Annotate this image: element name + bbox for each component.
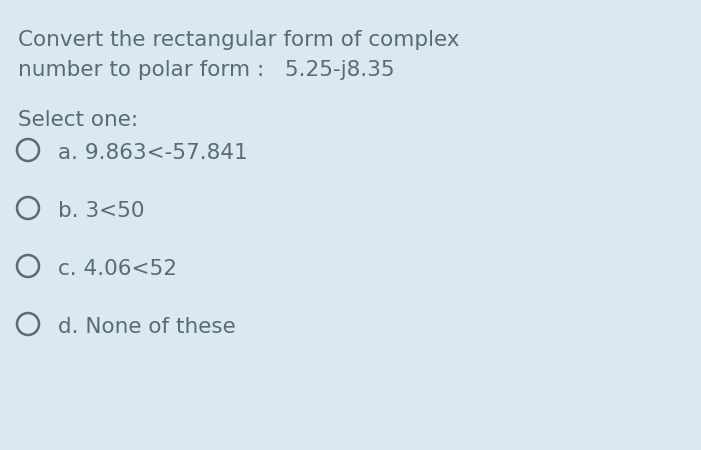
Text: a. 9.863<-57.841: a. 9.863<-57.841 — [58, 144, 247, 163]
Text: Select one:: Select one: — [18, 110, 138, 130]
Text: number to polar form :   5.25-j8.35: number to polar form : 5.25-j8.35 — [18, 60, 395, 80]
Text: d. None of these: d. None of these — [58, 317, 236, 338]
Text: Convert the rectangular form of complex: Convert the rectangular form of complex — [18, 30, 459, 50]
Text: b. 3<50: b. 3<50 — [58, 202, 144, 221]
Text: c. 4.06<52: c. 4.06<52 — [58, 259, 177, 279]
